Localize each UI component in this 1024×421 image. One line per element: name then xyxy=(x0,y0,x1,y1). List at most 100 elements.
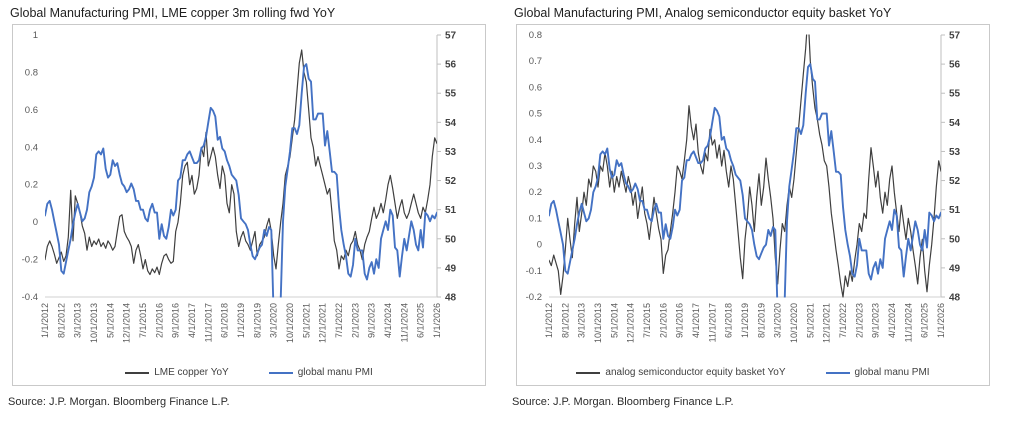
svg-text:8/1/2012: 8/1/2012 xyxy=(560,303,570,338)
svg-text:0.7: 0.7 xyxy=(529,56,542,67)
svg-text:2/1/2016: 2/1/2016 xyxy=(154,303,164,338)
svg-text:0.6: 0.6 xyxy=(25,105,38,116)
svg-text:3/1/2020: 3/1/2020 xyxy=(773,303,783,338)
source-attribution: Source: J.P. Morgan. Bloomberg Finance L… xyxy=(512,396,734,408)
svg-text:7/1/2022: 7/1/2022 xyxy=(838,303,848,338)
svg-text:10/1/2013: 10/1/2013 xyxy=(593,303,603,343)
svg-text:0: 0 xyxy=(33,217,38,228)
legend-item: analog semiconductor equity basket YoY xyxy=(576,367,786,378)
svg-text:9/1/2023: 9/1/2023 xyxy=(367,303,377,338)
svg-text:12/1/2014: 12/1/2014 xyxy=(626,303,636,343)
svg-text:3/1/2013: 3/1/2013 xyxy=(73,303,83,338)
legend-line-swatch xyxy=(125,371,150,374)
legend-label: analog semiconductor equity basket YoY xyxy=(605,367,786,378)
svg-text:0.4: 0.4 xyxy=(529,135,542,146)
svg-text:0.3: 0.3 xyxy=(529,161,542,172)
legend-item: global manu PMI xyxy=(268,367,373,378)
svg-text:12/1/2021: 12/1/2021 xyxy=(822,303,832,343)
svg-text:11/1/2024: 11/1/2024 xyxy=(399,303,409,342)
svg-text:3/1/2020: 3/1/2020 xyxy=(269,303,279,338)
svg-text:0: 0 xyxy=(537,240,542,251)
svg-text:12/1/2014: 12/1/2014 xyxy=(122,303,132,343)
svg-text:4/1/2024: 4/1/2024 xyxy=(383,303,393,338)
svg-text:48: 48 xyxy=(445,293,457,304)
legend-line-swatch xyxy=(268,371,293,374)
svg-text:5/1/2014: 5/1/2014 xyxy=(609,303,619,338)
svg-text:0.6: 0.6 xyxy=(529,82,542,93)
svg-text:0.5: 0.5 xyxy=(529,109,542,120)
svg-text:54: 54 xyxy=(949,118,961,129)
svg-text:0.8: 0.8 xyxy=(529,30,542,41)
svg-text:0.2: 0.2 xyxy=(25,180,38,191)
svg-text:1/1/2012: 1/1/2012 xyxy=(40,303,50,338)
svg-text:50: 50 xyxy=(445,234,457,245)
svg-text:55: 55 xyxy=(445,89,457,100)
svg-text:1/1/2026: 1/1/2026 xyxy=(936,303,946,338)
svg-text:7/1/2015: 7/1/2015 xyxy=(642,303,652,338)
svg-text:7/1/2015: 7/1/2015 xyxy=(138,303,148,338)
legend-line-swatch xyxy=(576,371,601,374)
svg-text:3/1/2013: 3/1/2013 xyxy=(577,303,587,338)
svg-text:12/1/2021: 12/1/2021 xyxy=(318,303,328,343)
svg-text:6/1/2018: 6/1/2018 xyxy=(724,303,734,338)
svg-text:5/1/2014: 5/1/2014 xyxy=(105,303,115,338)
svg-text:57: 57 xyxy=(445,31,457,42)
chart-legend: LME copper YoY global manu PMI xyxy=(13,367,485,378)
svg-text:-0.2: -0.2 xyxy=(22,255,38,266)
svg-text:9/1/2016: 9/1/2016 xyxy=(675,303,685,338)
legend-label: LME copper YoY xyxy=(154,367,229,378)
chart-legend: analog semiconductor equity basket YoY g… xyxy=(517,367,989,378)
legend-item: LME copper YoY xyxy=(125,367,229,378)
chart-frame: 0.8 0.7 0.6 0.5 0.4 0.3 0.2 0.1 0 -0.1 -0.2 57 56 55 5… xyxy=(516,24,990,386)
legend-item: global manu PMI xyxy=(825,367,930,378)
line-chart-analog-pmi: 0.8 0.7 0.6 0.5 0.4 0.3 0.2 0.1 0 -0.1 -0.2 57 56 55 5… xyxy=(526,30,961,343)
svg-text:1/1/2019: 1/1/2019 xyxy=(740,303,750,338)
svg-text:6/1/2018: 6/1/2018 xyxy=(220,303,230,338)
svg-text:51: 51 xyxy=(949,205,961,216)
svg-text:1: 1 xyxy=(33,30,38,41)
svg-text:5/1/2021: 5/1/2021 xyxy=(805,303,815,338)
svg-text:51: 51 xyxy=(445,205,457,216)
svg-text:50: 50 xyxy=(949,234,961,245)
svg-text:6/1/2025: 6/1/2025 xyxy=(416,303,426,338)
svg-text:4/1/2024: 4/1/2024 xyxy=(887,303,897,338)
svg-text:52: 52 xyxy=(949,176,961,187)
source-attribution: Source: J.P. Morgan. Bloomberg Finance L… xyxy=(8,396,230,408)
svg-text:9/1/2016: 9/1/2016 xyxy=(171,303,181,338)
chart-title: Global Manufacturing PMI, LME copper 3m … xyxy=(10,6,336,20)
svg-text:48: 48 xyxy=(949,293,961,304)
svg-text:-0.1: -0.1 xyxy=(526,266,542,277)
legend-line-swatch xyxy=(825,371,850,374)
svg-text:0.2: 0.2 xyxy=(529,187,542,198)
svg-text:7/1/2022: 7/1/2022 xyxy=(334,303,344,338)
svg-text:-0.2: -0.2 xyxy=(526,292,542,303)
svg-text:2/1/2016: 2/1/2016 xyxy=(658,303,668,338)
svg-text:5/1/2021: 5/1/2021 xyxy=(301,303,311,338)
chart-panel-copper: Global Manufacturing PMI, LME copper 3m … xyxy=(6,0,506,408)
svg-text:53: 53 xyxy=(445,147,457,158)
svg-text:57: 57 xyxy=(949,31,961,42)
svg-text:10/1/2013: 10/1/2013 xyxy=(89,303,99,343)
svg-text:56: 56 xyxy=(949,60,961,71)
chart-title: Global Manufacturing PMI, Analog semicon… xyxy=(514,6,892,20)
svg-text:1/1/2012: 1/1/2012 xyxy=(544,303,554,338)
svg-text:11/1/2017: 11/1/2017 xyxy=(203,303,213,342)
svg-text:55: 55 xyxy=(949,89,961,100)
svg-text:8/1/2019: 8/1/2019 xyxy=(252,303,262,338)
chart-frame: 1 0.8 0.6 0.4 0.2 0 -0.2 -0.4 57 56 55 54 53 52 51 50 49… xyxy=(12,24,486,386)
svg-text:10/1/2020: 10/1/2020 xyxy=(285,303,295,343)
svg-text:11/1/2024: 11/1/2024 xyxy=(903,303,913,342)
svg-text:53: 53 xyxy=(949,147,961,158)
svg-text:4/1/2017: 4/1/2017 xyxy=(187,303,197,338)
svg-text:4/1/2017: 4/1/2017 xyxy=(691,303,701,338)
svg-text:56: 56 xyxy=(445,60,457,71)
svg-text:0.1: 0.1 xyxy=(529,213,542,224)
line-chart-copper-pmi: 1 0.8 0.6 0.4 0.2 0 -0.2 -0.4 57 56 55 54 53 52 51 50 49… xyxy=(22,30,457,343)
svg-text:6/1/2025: 6/1/2025 xyxy=(920,303,930,338)
svg-text:8/1/2019: 8/1/2019 xyxy=(756,303,766,338)
svg-text:8/1/2012: 8/1/2012 xyxy=(56,303,66,338)
svg-text:49: 49 xyxy=(949,263,961,274)
svg-text:52: 52 xyxy=(445,176,457,187)
svg-text:2/1/2023: 2/1/2023 xyxy=(854,303,864,338)
svg-text:10/1/2020: 10/1/2020 xyxy=(789,303,799,343)
